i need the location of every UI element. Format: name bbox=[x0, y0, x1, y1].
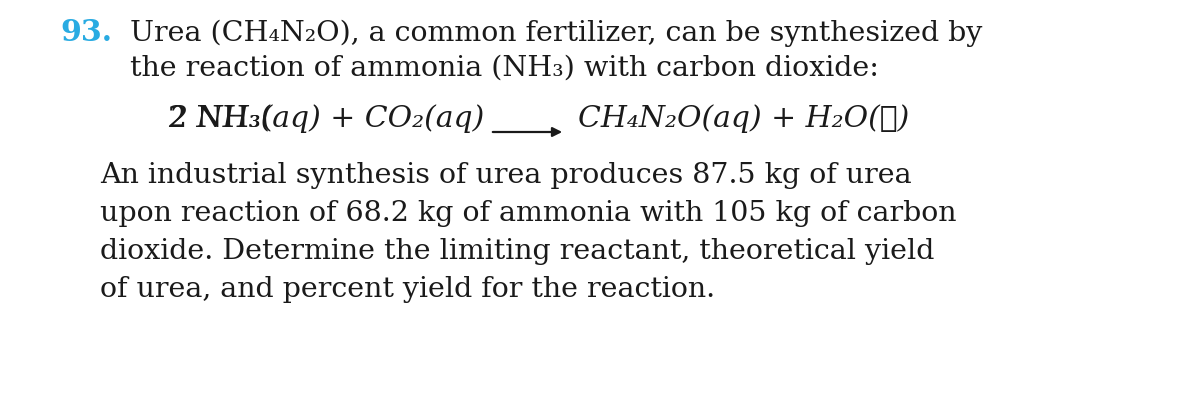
Text: upon reaction of 68.2 kg of ammonia with 105 kg of carbon: upon reaction of 68.2 kg of ammonia with… bbox=[100, 200, 956, 227]
Text: 2 NH₃(: 2 NH₃( bbox=[168, 105, 278, 133]
Text: 93.: 93. bbox=[60, 18, 112, 47]
Text: CH₄N₂O(aq) + H₂O(ℓ): CH₄N₂O(aq) + H₂O(ℓ) bbox=[578, 104, 910, 133]
Text: 2 NH₃(​aq​) + CO₂(​aq​): 2 NH₃(​aq​) + CO₂(​aq​) bbox=[168, 104, 485, 133]
Text: 2 NH₃(aq) + CO₂(aq): 2 NH₃(aq) + CO₂(aq) bbox=[168, 104, 485, 133]
Text: the reaction of ammonia (NH₃) with carbon dioxide:: the reaction of ammonia (NH₃) with carbo… bbox=[130, 55, 878, 82]
Text: Urea (CH₄N₂O), a common fertilizer, can be synthesized by: Urea (CH₄N₂O), a common fertilizer, can … bbox=[130, 20, 983, 47]
Text: An industrial synthesis of urea produces 87.5 kg of urea: An industrial synthesis of urea produces… bbox=[100, 162, 912, 189]
Text: 2 NH₃(: 2 NH₃( bbox=[168, 105, 272, 133]
Text: dioxide. Determine the limiting reactant, theoretical yield: dioxide. Determine the limiting reactant… bbox=[100, 238, 935, 265]
Text: of urea, and percent yield for the reaction.: of urea, and percent yield for the react… bbox=[100, 276, 715, 303]
